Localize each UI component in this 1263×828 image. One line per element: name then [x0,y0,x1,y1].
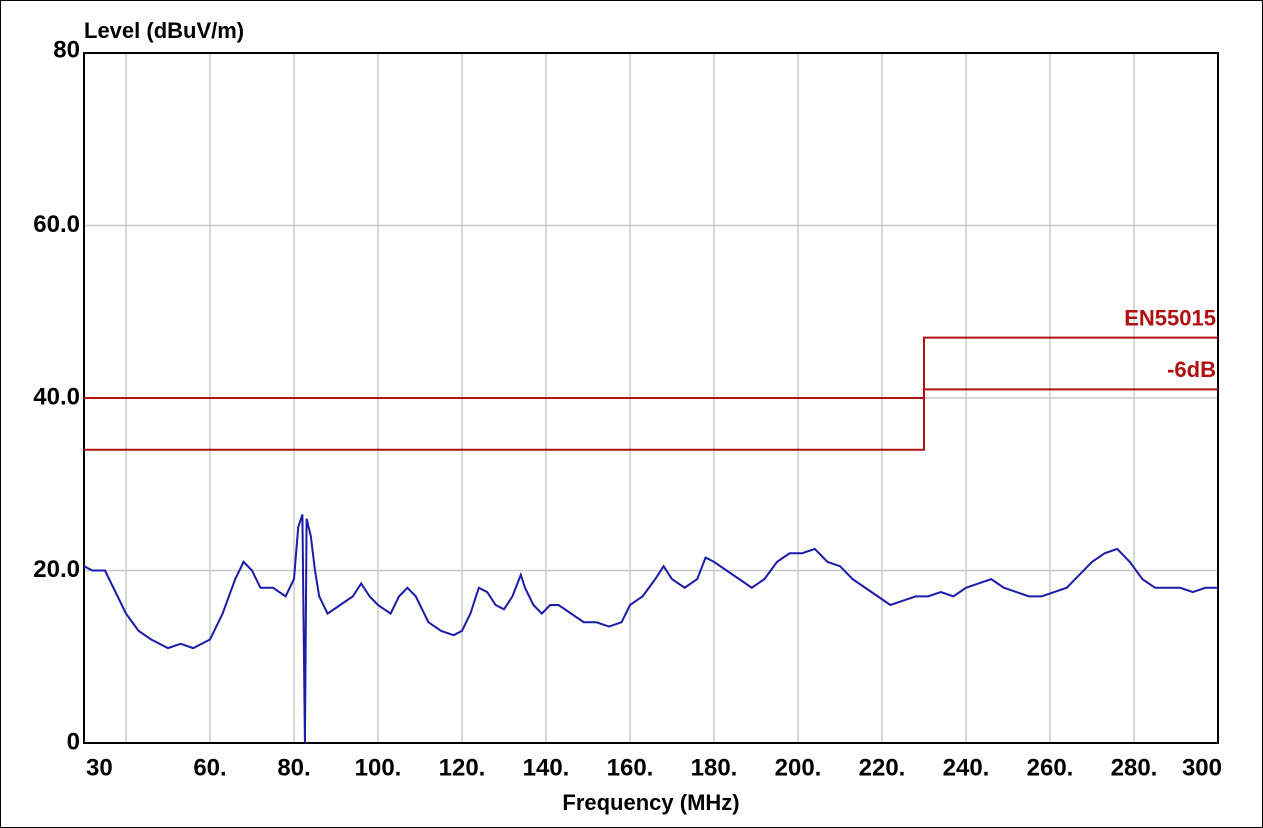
x-tick-label: 140. [523,754,570,781]
y-tick-label: 20.0 [33,556,80,583]
x-tick-label: 100. [355,754,402,781]
x-tick-label: 200. [775,754,822,781]
line-label: -6dB [1167,357,1216,382]
x-tick-label: 260. [1027,754,1074,781]
x-tick-label: 180. [691,754,738,781]
y-tick-label: 40.0 [33,383,80,410]
x-tick-label: 160. [607,754,654,781]
x-tick-label: 300 [1182,754,1222,781]
x-axis-label: Frequency (MHz) [562,790,739,815]
y-tick-label: 80 [53,36,80,63]
x-tick-label: 280. [1111,754,1158,781]
y-tick-label: 60.0 [33,211,80,238]
x-tick-label: 220. [859,754,906,781]
x-tick-label: 60. [193,754,226,781]
x-tick-label: 120. [439,754,486,781]
x-tick-label: 80. [277,754,310,781]
series-line [83,514,1218,744]
series-line [84,388,1218,451]
y-axis-label: Level (dBuV/m) [84,18,244,43]
x-tick-label: 30 [86,754,113,781]
x-tick-label: 240. [943,754,990,781]
y-tick-label: 0 [67,728,80,755]
series-line [84,336,1218,399]
line-label: EN55015 [1124,305,1216,330]
